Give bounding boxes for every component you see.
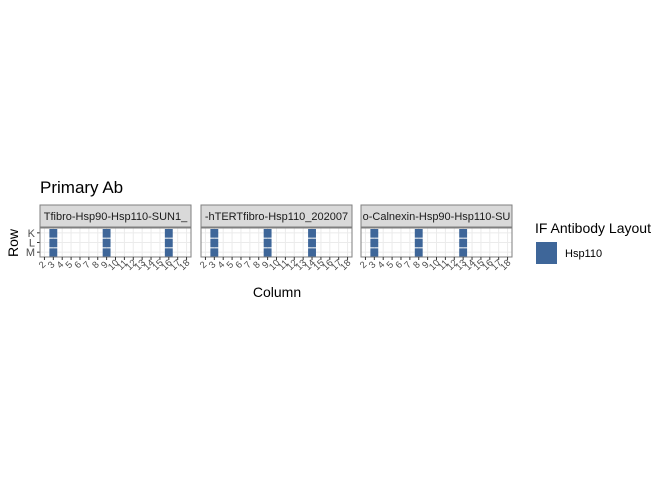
x-tick-label: 2 — [358, 259, 370, 271]
x-tick-label: 6 — [72, 259, 84, 271]
legend-title: IF Antibody Layout — [535, 220, 651, 236]
x-tick-label: 6 — [233, 259, 245, 271]
x-tick-label: 4 — [55, 259, 67, 271]
heatmap-cell — [49, 238, 58, 248]
heatmap-cell — [414, 248, 423, 257]
y-tick-label: L — [29, 238, 35, 250]
x-tick-label: 4 — [376, 259, 388, 271]
x-tick-label: 6 — [393, 259, 405, 271]
y-tick-label: K — [28, 228, 36, 240]
legend: IF Antibody Layout Hsp110 — [535, 220, 651, 264]
legend-swatch-hsp110 — [536, 242, 557, 264]
facet-panels: KLMTfibro-Hsp90-Hsp110-SUN1_234567891011… — [26, 204, 513, 273]
x-tick-label: 5 — [385, 259, 397, 271]
heatmap-cell — [49, 229, 58, 238]
heatmap-cell — [308, 248, 316, 257]
x-tick-label: 7 — [81, 259, 93, 271]
x-tick-label: 5 — [64, 259, 76, 271]
x-tick-label: 8 — [90, 259, 102, 271]
facet-strip-label: o-Calnexin-Hsp90-Hsp110-SU — [363, 211, 511, 223]
heatmap-cell — [414, 238, 423, 248]
heatmap-cell — [164, 238, 173, 248]
heatmap-cell — [370, 248, 379, 257]
y-tick-label: M — [26, 247, 35, 259]
x-tick-label: 3 — [367, 259, 379, 271]
facet-strip — [200, 204, 353, 228]
x-tick-label: 2 — [198, 259, 210, 271]
x-tick-label: 9 — [99, 259, 111, 271]
heatmap-cell — [210, 229, 219, 238]
heatmap-cell — [49, 248, 58, 257]
heatmap-cell — [102, 229, 111, 238]
x-tick-label: 8 — [411, 259, 423, 271]
x-tick-label: 3 — [207, 259, 219, 271]
facet-strip — [39, 204, 192, 228]
facet-strip-label: -hTERTfibro-Hsp110_202007 — [205, 211, 348, 223]
x-tick-label: 9 — [260, 259, 272, 271]
x-tick-label: 2 — [37, 259, 49, 271]
heatmap-cell — [164, 248, 173, 257]
heatmap-cell — [263, 248, 272, 257]
heatmap-cell — [210, 248, 219, 257]
x-tick-label: 8 — [251, 259, 263, 271]
x-tick-label: 7 — [242, 259, 254, 271]
heatmap-cell — [370, 238, 379, 248]
heatmap-cell — [414, 229, 423, 238]
heatmap-cell — [164, 229, 173, 238]
x-tick-label: 4 — [216, 259, 228, 271]
x-tick-label: 3 — [46, 259, 58, 271]
x-axis-title: Column — [253, 284, 301, 300]
legend-label-hsp110: Hsp110 — [565, 248, 602, 260]
heatmap-cell — [370, 229, 379, 238]
y-axis-title: Row — [5, 228, 21, 257]
plot-title: Primary Ab — [40, 178, 123, 197]
heatmap-cell — [102, 248, 111, 257]
heatmap-cell — [459, 248, 468, 257]
heatmap-cell — [263, 238, 272, 248]
heatmap-cell — [308, 238, 316, 248]
heatmap-cell — [263, 229, 272, 238]
heatmap-cell — [308, 229, 316, 238]
heatmap-cell — [459, 229, 468, 238]
x-tick-label: 9 — [420, 259, 432, 271]
x-tick-label: 5 — [225, 259, 237, 271]
facet-strip-label: Tfibro-Hsp90-Hsp110-SUN1_ — [44, 211, 188, 223]
heatmap-cell — [210, 238, 219, 248]
heatmap-cell — [102, 238, 111, 248]
facet-strip — [360, 204, 513, 228]
x-tick-label: 7 — [402, 259, 414, 271]
heatmap-cell — [459, 238, 468, 248]
